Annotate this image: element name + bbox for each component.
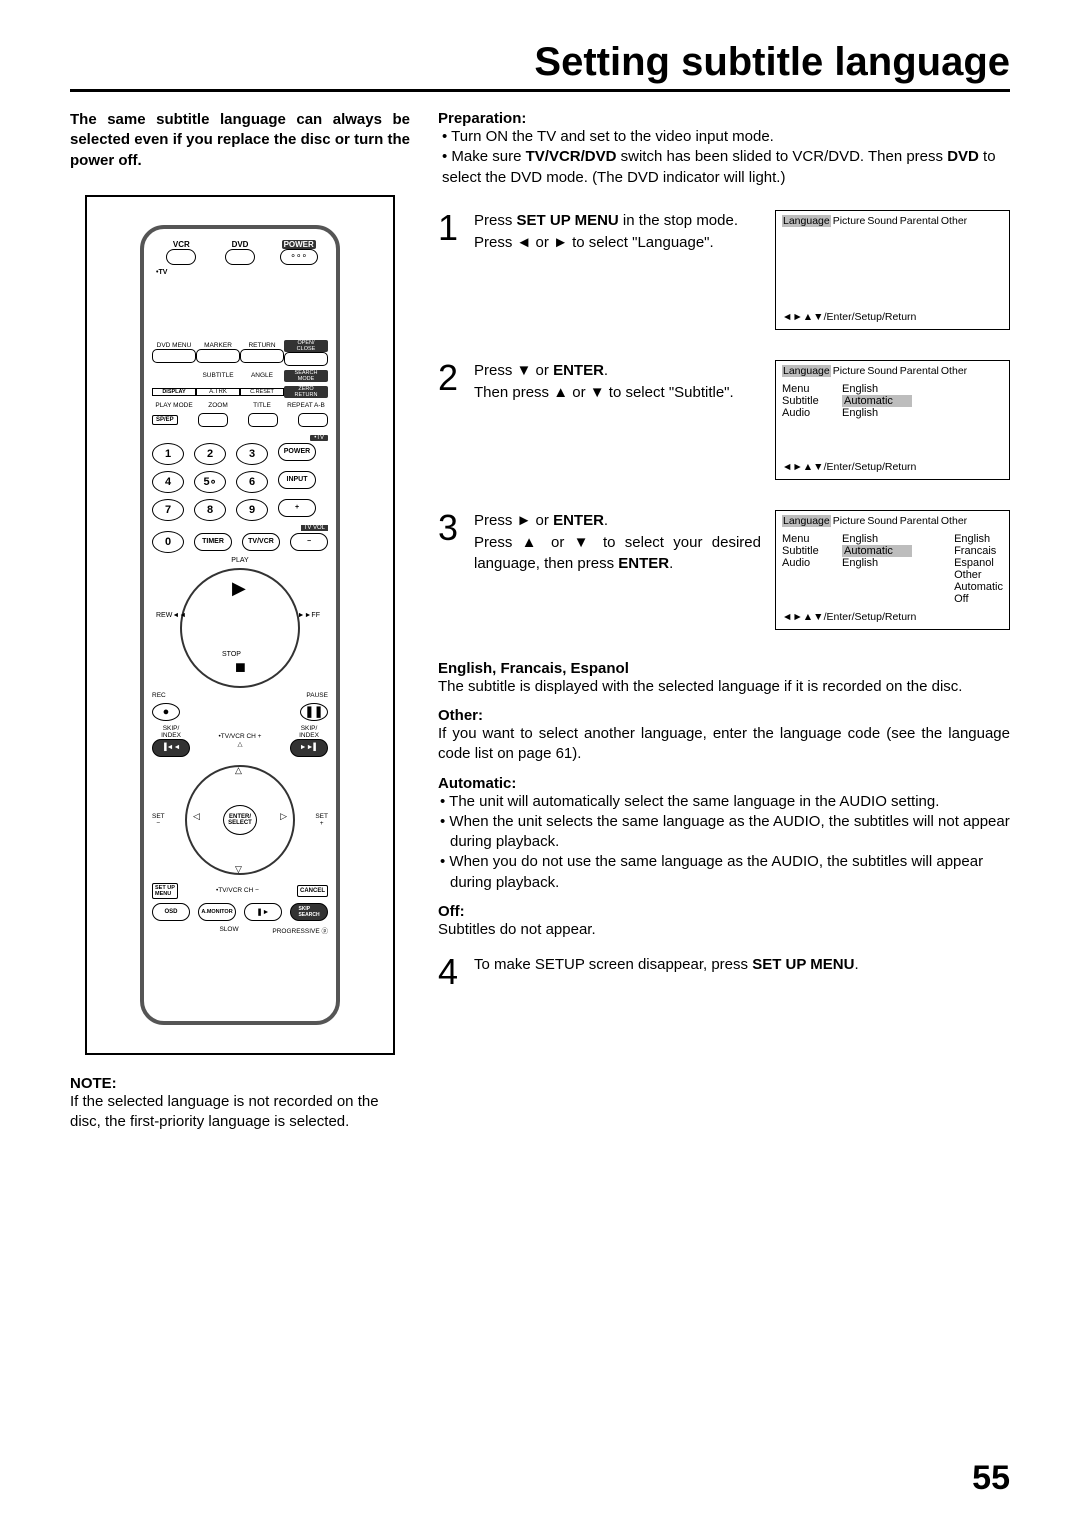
remote-num-1: 1 <box>152 443 184 465</box>
remote-num-9: 9 <box>236 499 268 521</box>
remote-num-3: 3 <box>236 443 268 465</box>
remote-num-4: 4 <box>152 471 184 493</box>
remote-playmode-label: PLAY MODE <box>152 402 196 409</box>
remote-tv-label: •TV <box>156 269 328 276</box>
remote-slow-btn: ❚► <box>244 903 282 921</box>
remote-num-5: 5∘ <box>194 471 226 493</box>
remote-tvvcrchplus: •TV/VCR CH +△ <box>190 733 290 748</box>
remote-subtitle-label: SUBTITLE <box>196 372 240 379</box>
remote-num-8: 8 <box>194 499 226 521</box>
remote-ff-label: ►►FF <box>298 612 320 619</box>
step-2-num: 2 <box>438 360 464 396</box>
remote-num-6: 6 <box>236 471 268 493</box>
section-bullets: The unit will automatically select the s… <box>438 792 1010 893</box>
remote-slow-label: SLOW <box>219 926 238 933</box>
remote-openclose-label: OPEN/CLOSE <box>284 340 328 352</box>
remote-rec-label: REC <box>152 692 166 699</box>
step-2-osd: Language Picture Sound Parental Other Me… <box>775 360 1010 480</box>
remote-stop-label: STOP <box>222 651 241 658</box>
remote-vcr-label: VCR <box>152 240 211 249</box>
section-heading: Other: <box>438 707 1010 724</box>
remote-skipindex-r: SKIP/INDEX <box>290 725 328 739</box>
step-4-num: 4 <box>438 954 464 990</box>
intro-text: The same subtitle language can always be… <box>70 110 410 171</box>
remote-tv2-label: •TV <box>310 435 328 441</box>
remote-zoom-label: ZOOM <box>196 402 240 409</box>
remote-rew-label: REW◄◄ <box>156 612 186 619</box>
remote-rec-btn: ● <box>152 703 180 721</box>
remote-marker-label: MARKER <box>196 342 240 349</box>
remote-num-7: 7 <box>152 499 184 521</box>
remote-spep-label: SP/EP <box>152 415 178 425</box>
step-1-osd: Language Picture Sound Parental Other ◄►… <box>775 210 1010 330</box>
remote-amonitor: A.MONITOR <box>198 903 236 921</box>
section-text: The subtitle is displayed with the selec… <box>438 677 1010 697</box>
step-4-text: To make SETUP screen disappear, press SE… <box>474 954 1010 976</box>
step-3-osd: Language Picture Sound Parental Other Me… <box>775 510 1010 630</box>
note-text: If the selected language is not recorded… <box>70 1092 410 1133</box>
note-label: NOTE: <box>70 1075 410 1092</box>
remote-play-wheel: ▶ ■ REW◄◄ ►►FF STOP <box>180 568 300 688</box>
remote-creset-label: C.RESET <box>240 388 284 396</box>
remote-repeatab-label: REPEAT A-B <box>284 402 328 409</box>
step-1-text: Press SET UP MENU in the stop mode.Press… <box>474 210 761 254</box>
remote-tvvol-label: TV VOL <box>301 525 328 531</box>
remote-tvvcrchminus: •TV/VCR CH − <box>178 887 297 894</box>
remote-power-label: POWER <box>282 240 316 249</box>
remote-setplus: SET+ <box>315 813 328 827</box>
remote-setminus: SET− <box>152 813 165 827</box>
remote-pause-btn: ❚❚ <box>300 703 328 721</box>
step-3-text: Press ► or ENTER.Press ▲ or ▼ to select … <box>474 510 761 575</box>
remote-osd: OSD <box>152 903 190 921</box>
remote-num-0: 0 <box>152 531 184 553</box>
remote-tvvcr: TV/VCR <box>242 533 280 551</box>
remote-zeroreturn-label: ZERORETURN <box>284 386 328 398</box>
remote-num-2: 2 <box>194 443 226 465</box>
remote-play-label: PLAY <box>152 557 328 564</box>
remote-skipindex-l: SKIP/INDEX <box>152 725 190 739</box>
remote-atrk-label: A.TRK <box>196 388 240 396</box>
remote-skipsearch: SKIPSEARCH <box>290 903 328 921</box>
remote-dvdmenu-label: DVD MENU <box>152 342 196 349</box>
remote-side-power: POWER <box>278 443 316 461</box>
page-title: Setting subtitle language <box>70 40 1010 92</box>
page-number: 55 <box>972 1459 1010 1498</box>
preparation-bullets: Turn ON the TV and set to the video inpu… <box>438 127 1010 188</box>
preparation-label: Preparation: <box>438 110 1010 127</box>
remote-cancel: CANCEL <box>297 885 328 897</box>
remote-side-minus: − <box>290 533 328 551</box>
remote-return-label: RETURN <box>240 342 284 349</box>
remote-timer: TIMER <box>194 533 232 551</box>
section-text: Subtitles do not appear. <box>438 920 1010 940</box>
remote-pause-label: PAUSE <box>306 692 328 699</box>
remote-display-label: DISPLAY <box>152 388 196 396</box>
step-2-text: Press ▼ or ENTER.Then press ▲ or ▼ to se… <box>474 360 761 404</box>
remote-enterselect: ENTER/SELECT <box>223 805 257 835</box>
section-heading: English, Francais, Espanol <box>438 660 1010 677</box>
remote-side-plus: + <box>278 499 316 517</box>
remote-angle-label: ANGLE <box>240 372 284 379</box>
remote-nav-wheel: ◁ ▷ △ ▽ ENTER/SELECT <box>185 765 295 875</box>
section-heading: Off: <box>438 903 1010 920</box>
step-3-num: 3 <box>438 510 464 546</box>
remote-title-label: TITLE <box>240 402 284 409</box>
step-1-num: 1 <box>438 210 464 246</box>
remote-setupmenu: SET UPMENU <box>152 883 178 899</box>
remote-side-input: INPUT <box>278 471 316 489</box>
section-text: If you want to select another language, … <box>438 724 1010 765</box>
remote-searchmode-label: SEARCHMODE <box>284 370 328 382</box>
section-heading: Automatic: <box>438 775 1010 792</box>
remote-dvd-label: DVD <box>211 240 270 249</box>
remote-progressive-label: PROGRESSIVE ⓟ <box>272 925 328 935</box>
remote-illustration: VCR DVD POWER ∘∘∘ •TV DVD ME <box>85 195 395 1055</box>
